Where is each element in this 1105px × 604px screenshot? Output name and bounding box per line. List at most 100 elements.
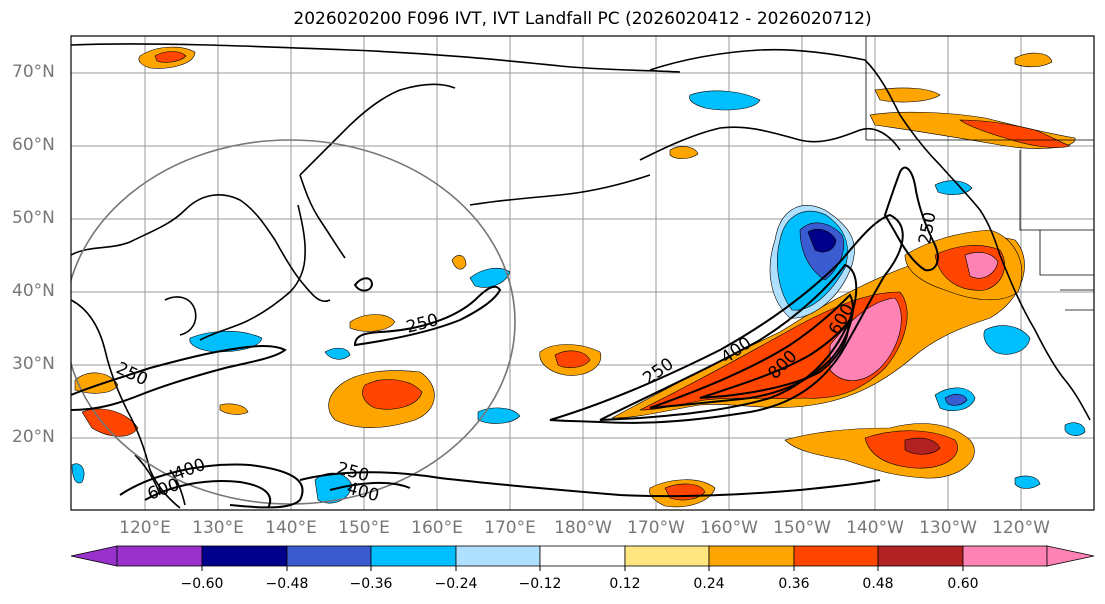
pos-red-central [554,350,591,369]
lon-label-130w: 130°W [919,518,977,538]
colorbar-tick-label: −0.12 [518,576,562,592]
contour-250-ar [549,213,904,424]
coast-korea [164,296,197,336]
lon-label-120w: 120°W [992,518,1050,538]
neg-cyan-w3 [324,347,351,360]
colorbar-tick-label: 0.36 [778,576,810,592]
lat-label-50n: 50°N [12,208,55,228]
lon-label-170w: 170°W [627,518,685,538]
lat-label-70n: 70°N [12,62,55,82]
colorbar-segment [455,545,541,567]
pos-orange-canada3 [1014,52,1053,68]
colorbar-tick-label: −0.48 [265,576,309,592]
neg-cyan-bc [934,180,973,195]
coast-japan [199,204,306,341]
contour-250-west [353,285,502,347]
contour-250-south [299,471,881,498]
contour-400-south2 [329,481,411,491]
colorbar-segment [877,545,964,567]
lon-label-120e: 120°E [119,518,171,538]
coast-asia [71,174,346,302]
neg-cyan-w7 [1064,422,1086,436]
coast-arctic [71,43,681,73]
colorbar-segment [624,545,710,567]
lon-label-130e: 130°E [192,518,244,538]
lon-label-140w: 140°W [846,518,904,538]
colorbar-tick-label: −0.24 [434,576,478,592]
contour-600-south [144,479,272,509]
colorbar-segment [116,545,203,567]
coast-kamchatka [299,83,456,176]
pos-red-north1 [154,51,187,63]
lat-label-30n: 30°N [12,354,55,374]
colorbar [70,545,1095,571]
coast-westus [999,254,1091,421]
ivt-contours [71,166,939,509]
lon-label-140e: 140°E [265,518,317,538]
colorbar-ticks [201,566,964,571]
pos-red-w1 [362,379,423,410]
colorbar-tick-label: 0.60 [947,576,979,592]
coastlines [71,43,1091,509]
lat-label-40n: 40°N [12,281,55,301]
pos-orange-w3 [74,372,119,394]
lon-label-160e: 160°E [411,518,463,538]
colorbar-segment [708,545,795,567]
neg-navy-a [807,228,837,253]
neg-cyan-japan [189,330,263,353]
contour-400-ar [599,263,858,421]
colorbar-segment [962,545,1048,567]
pos-orange-w4 [219,403,249,415]
coast-china [71,299,181,509]
colorbar-segment [539,545,626,567]
coast-aleutians [469,174,651,206]
neg-cyan-b [983,325,1031,355]
lon-label-150e: 150°E [338,518,390,538]
lon-label-180w: 180°W [554,518,612,538]
colorbar-tick-label: 0.24 [693,576,725,592]
contour-250-wpac [71,344,287,411]
contour-250-small [353,277,374,292]
map-border [70,35,1095,511]
colorbar-segment [201,545,288,567]
lat-label-60n: 60°N [12,135,55,155]
lon-label-170e: 170°E [484,518,536,538]
ar-north-pink [964,252,999,279]
neg-cyan-alaska [689,90,761,111]
contour-800-ar [699,319,850,399]
pos-red-w3 [81,408,139,437]
neg-cyan-w6 [1014,475,1041,489]
colorbar-tick-label: −0.60 [180,576,224,592]
contour-400-south [119,463,304,509]
colorbar-extend-min [70,545,118,567]
boundaries [865,36,1094,311]
coast-alaska [649,48,1001,256]
colorbar-tick-label: −0.36 [349,576,393,592]
landfall-region-circle [71,139,516,505]
pos-red-canada1 [959,119,1071,148]
map-title: 2026020200 F096 IVT, IVT Landfall PC (20… [293,9,872,29]
contour-label: 250 [404,310,441,338]
colorbar-tick-label: 0.48 [862,576,894,592]
ar-red-band [639,291,908,411]
pos-orange-canada2 [874,87,941,103]
colorbar-segment [793,545,879,567]
colorbar-tick-label: 0.12 [609,576,641,592]
coast-alaska-south [639,126,901,161]
neg-blue-c [944,394,968,406]
lat-label-20n: 20°N [12,427,55,447]
pos-orange-w5 [451,255,467,270]
neg-cyan-w4 [477,407,521,424]
colorbar-segment [370,545,457,567]
pos-darkred-east [904,437,941,455]
lon-label-160w: 160°W [700,518,758,538]
colorbar-extend-max [1046,545,1095,567]
neg-cyan-w2 [469,267,511,288]
neg-cyan-w5 [71,463,85,484]
lon-label-150w: 150°W [773,518,831,538]
pos-orange-w2 [349,314,396,332]
ar-pink-core [829,297,902,381]
contour-600-ar [649,293,854,409]
contour-250-north [883,166,939,272]
